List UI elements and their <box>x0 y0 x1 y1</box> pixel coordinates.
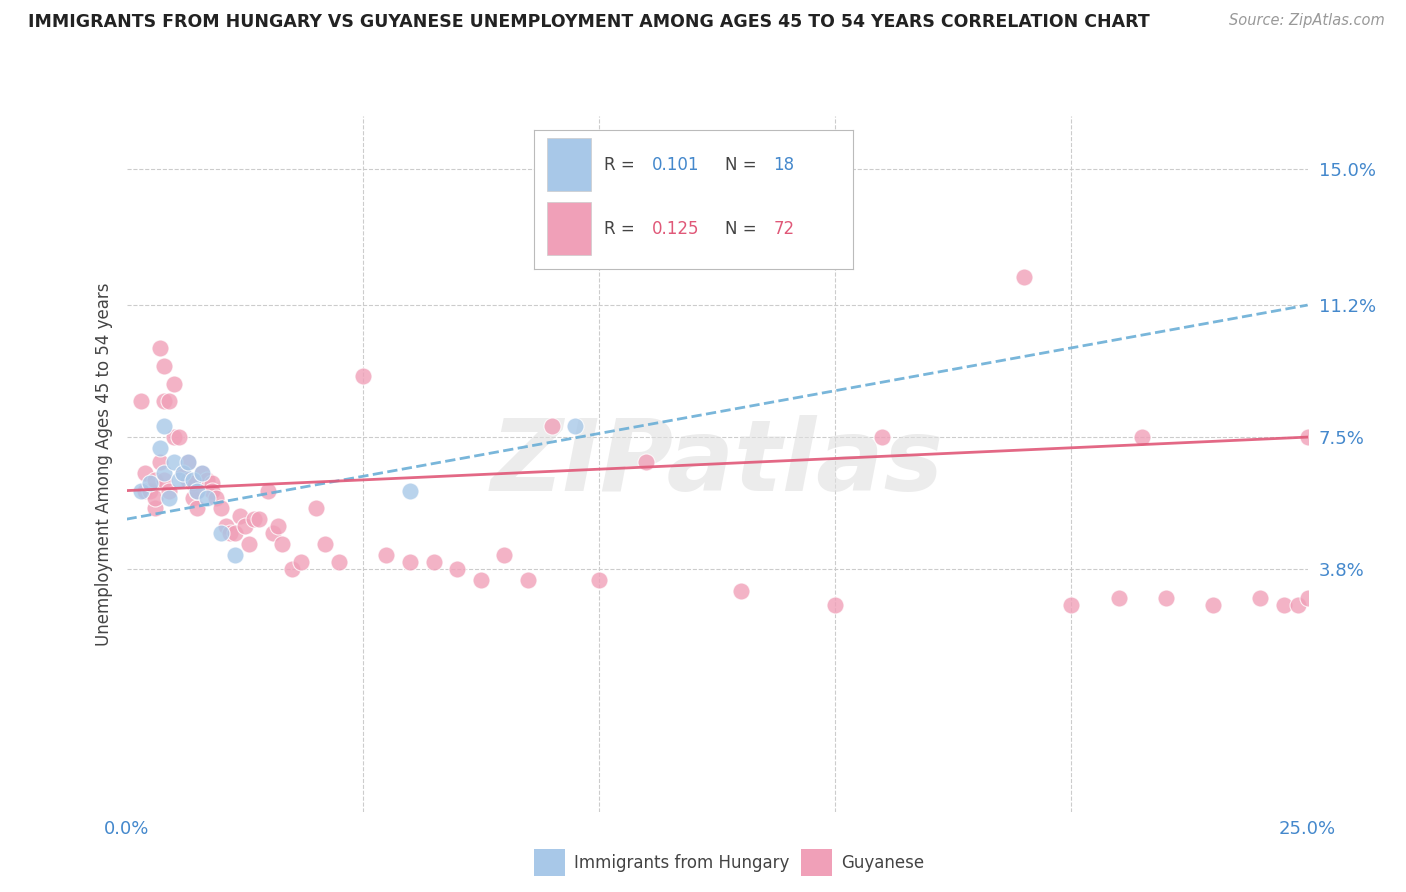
Point <box>153 473 176 487</box>
Point <box>224 526 246 541</box>
Point <box>149 441 172 455</box>
Point <box>224 548 246 562</box>
Point <box>352 369 374 384</box>
Point <box>139 483 162 498</box>
Point <box>153 394 176 409</box>
Point <box>209 501 232 516</box>
Point <box>588 573 610 587</box>
Point <box>564 419 586 434</box>
Point <box>1286 598 1309 612</box>
Point <box>1296 430 1319 444</box>
Point <box>186 483 208 498</box>
Point <box>157 483 180 498</box>
Point <box>167 473 190 487</box>
Point <box>186 501 208 516</box>
Point <box>181 491 204 505</box>
Point <box>422 555 444 569</box>
Point <box>730 583 752 598</box>
Point <box>233 519 256 533</box>
Point <box>177 473 200 487</box>
Point <box>314 537 336 551</box>
Point <box>163 430 186 444</box>
Text: IMMIGRANTS FROM HUNGARY VS GUYANESE UNEMPLOYMENT AMONG AGES 45 TO 54 YEARS CORRE: IMMIGRANTS FROM HUNGARY VS GUYANESE UNEM… <box>28 13 1150 31</box>
Point <box>205 491 228 505</box>
Y-axis label: Unemployment Among Ages 45 to 54 years: Unemployment Among Ages 45 to 54 years <box>94 282 112 646</box>
Point <box>209 526 232 541</box>
Text: Source: ZipAtlas.com: Source: ZipAtlas.com <box>1229 13 1385 29</box>
Point <box>153 419 176 434</box>
Point <box>824 598 846 612</box>
Point <box>470 573 492 587</box>
Point <box>271 537 294 551</box>
Point <box>494 548 516 562</box>
Point <box>195 491 218 505</box>
Point <box>157 491 180 505</box>
Point <box>200 476 222 491</box>
Point <box>167 430 190 444</box>
Point <box>1108 591 1130 605</box>
Point <box>247 512 270 526</box>
Point <box>1202 598 1225 612</box>
Point <box>157 394 180 409</box>
Point <box>139 476 162 491</box>
Point <box>153 466 176 480</box>
Point <box>177 455 200 469</box>
Point <box>129 483 152 498</box>
Point <box>200 483 222 498</box>
Point <box>134 466 156 480</box>
Point <box>149 455 172 469</box>
Point <box>143 473 166 487</box>
Point <box>281 562 304 576</box>
Point <box>181 476 204 491</box>
Point <box>177 455 200 469</box>
Point <box>1296 591 1319 605</box>
Point <box>149 341 172 355</box>
Point <box>229 508 252 523</box>
Point <box>262 526 284 541</box>
Point <box>1130 430 1153 444</box>
Point <box>215 519 238 533</box>
Text: Guyanese: Guyanese <box>841 854 924 871</box>
Point <box>134 483 156 498</box>
Point <box>1012 269 1035 284</box>
Point <box>375 548 398 562</box>
Point <box>872 430 894 444</box>
Point <box>191 466 214 480</box>
Point <box>257 483 280 498</box>
Point <box>540 419 562 434</box>
Point <box>446 562 468 576</box>
Point <box>143 501 166 516</box>
Point <box>143 491 166 505</box>
Text: ZIPatlas: ZIPatlas <box>491 416 943 512</box>
Point <box>328 555 350 569</box>
Point <box>1060 598 1083 612</box>
Point <box>181 473 204 487</box>
Point <box>172 466 194 480</box>
Point <box>129 394 152 409</box>
Point <box>172 466 194 480</box>
Point <box>517 573 540 587</box>
Point <box>1154 591 1177 605</box>
Point <box>1272 598 1295 612</box>
Point <box>238 537 260 551</box>
Point <box>1249 591 1271 605</box>
Point <box>290 555 312 569</box>
Point <box>399 483 422 498</box>
Point <box>267 519 290 533</box>
Point <box>219 526 242 541</box>
Point <box>153 359 176 373</box>
Point <box>243 512 266 526</box>
Point <box>163 376 186 391</box>
Point <box>186 483 208 498</box>
Point <box>636 455 658 469</box>
Point <box>191 466 214 480</box>
Point <box>399 555 422 569</box>
Point <box>304 501 326 516</box>
Point <box>195 473 218 487</box>
Point <box>163 455 186 469</box>
Text: Immigrants from Hungary: Immigrants from Hungary <box>574 854 789 871</box>
